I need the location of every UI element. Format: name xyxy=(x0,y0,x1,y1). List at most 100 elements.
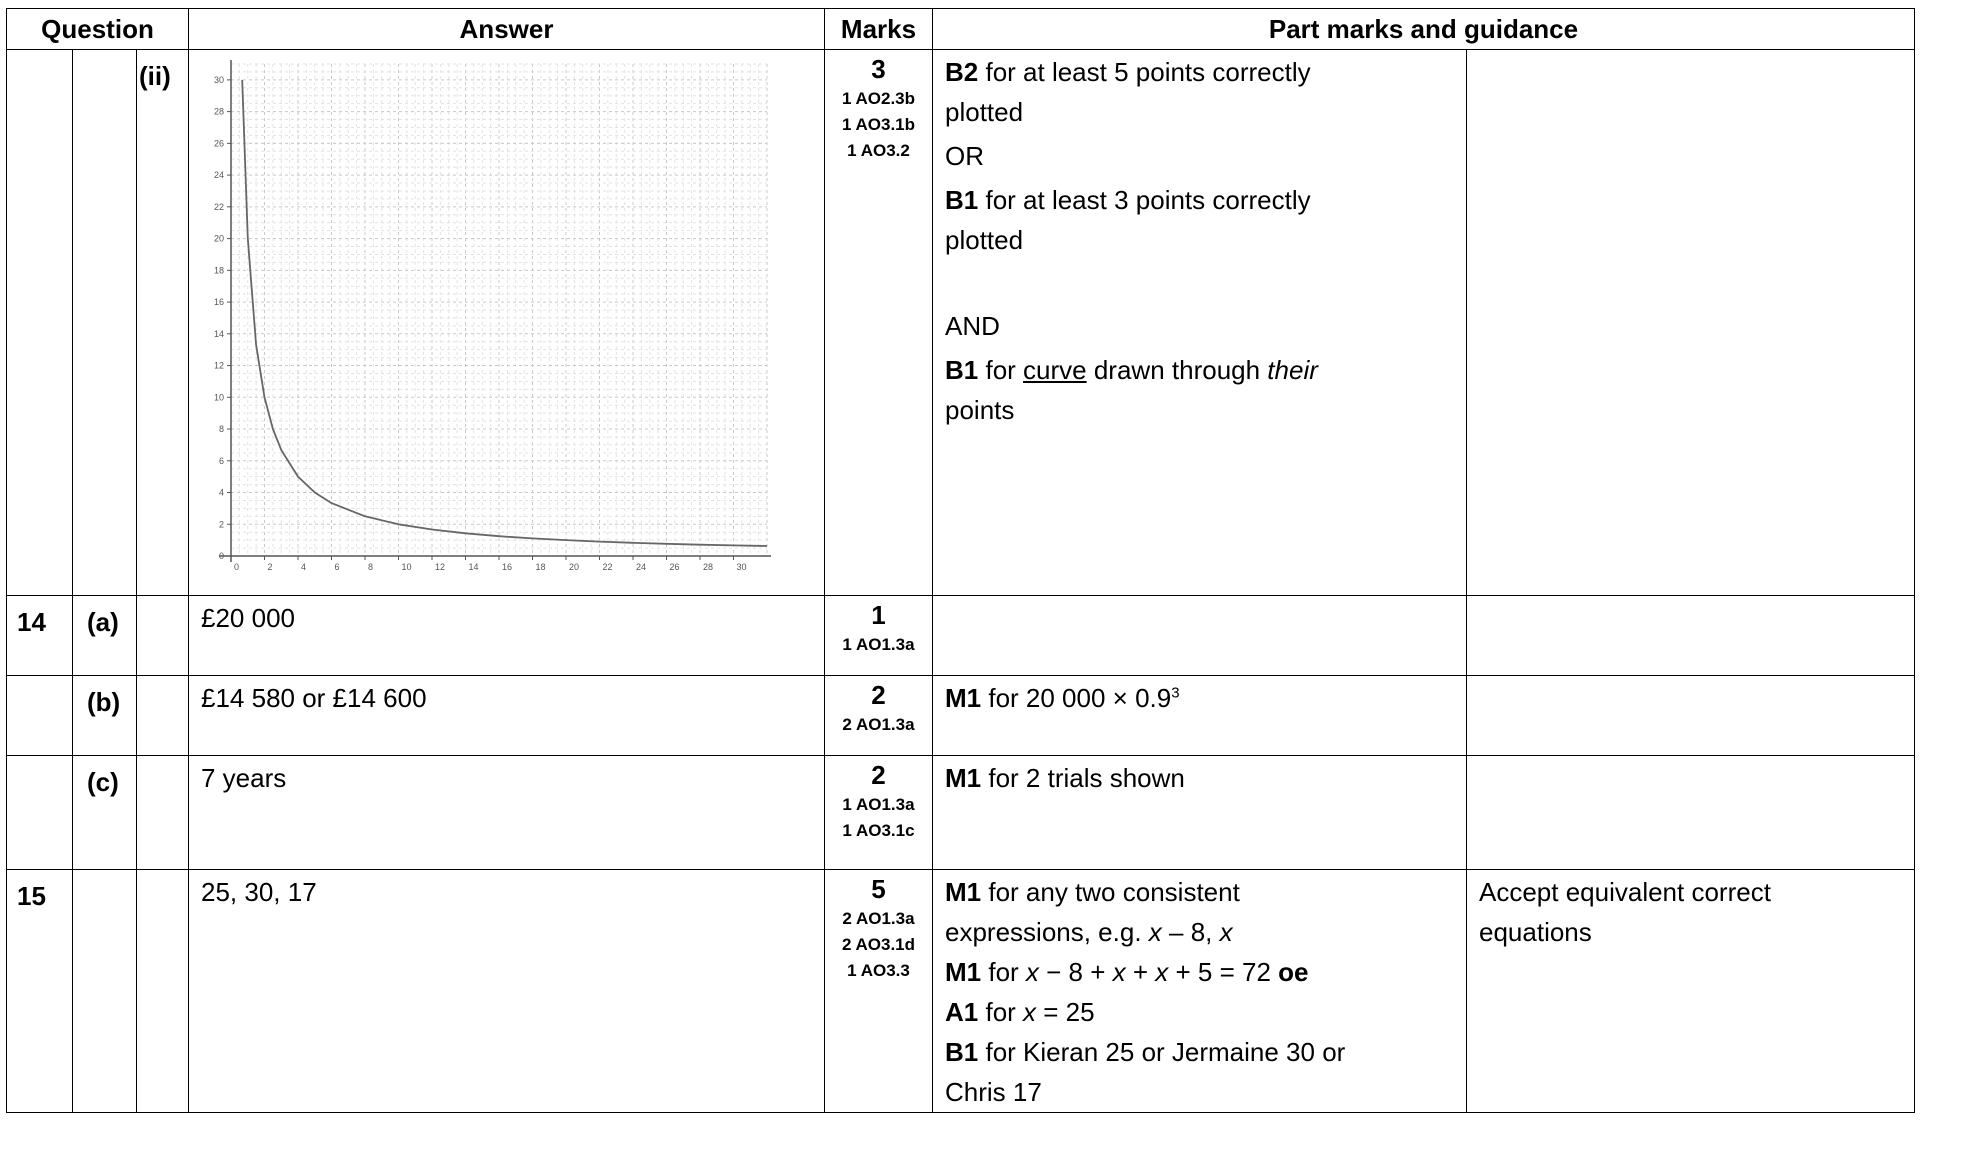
mark-scheme-table: Question Answer Marks Part marks and gui… xyxy=(6,8,1915,1113)
mark-code: M1 xyxy=(945,957,982,987)
y-tick-label: 12 xyxy=(214,361,224,371)
ao-code: 1 AO1.3a xyxy=(842,795,915,814)
guidance-text: expressions, e.g. xyxy=(945,917,1149,947)
answer-cell: £20 000 xyxy=(188,595,825,676)
variable: x xyxy=(1112,957,1126,987)
guidance-cell xyxy=(1466,49,1915,596)
header-row: Question Answer Marks Part marks and gui… xyxy=(6,8,1915,50)
guidance-text: + xyxy=(1125,957,1156,987)
guidance-text: for at least 3 points correctly xyxy=(978,185,1311,215)
y-tick-label: 14 xyxy=(214,329,224,339)
part-marks-cell: M1 for any two consistent expressions, e… xyxy=(932,869,1467,1113)
guidance-line: Accept equivalent correct xyxy=(1479,877,1771,907)
guidance-line: expressions, e.g. x – 8, x xyxy=(945,912,1456,952)
question-part: (a) xyxy=(72,595,137,676)
mark-code: M1 xyxy=(945,763,982,793)
x-tick-label: 2 xyxy=(268,562,273,572)
question-subpart xyxy=(136,869,189,1113)
y-tick-label: 24 xyxy=(214,170,224,180)
marks-value: 3 xyxy=(871,54,886,84)
marks-cell: 5 2 AO1.3a 2 AO3.1d 1 AO3.3 xyxy=(824,869,933,1113)
marks-value: 2 xyxy=(871,680,886,710)
marks-value: 1 xyxy=(871,600,886,630)
question-subpart: (ii) xyxy=(136,49,189,596)
ao-code: 2 AO3.1d xyxy=(841,935,916,954)
table-row: (ii) 0 2 4 6 8 10 12 14 16 18 20 22 24 26 28 30 0 2 4 6 8 10 1… xyxy=(6,49,1915,596)
question-number xyxy=(6,49,73,596)
guidance-text: for at least 5 points correctly xyxy=(978,57,1311,87)
x-tick-label: 6 xyxy=(335,562,340,572)
x-tick-label: 4 xyxy=(301,562,306,572)
x-tick-label: 30 xyxy=(737,562,747,572)
guidance-text: curve xyxy=(1023,355,1087,385)
guidance-text: for xyxy=(978,997,1024,1027)
mark-code: B2 xyxy=(945,57,979,87)
question-number xyxy=(6,755,73,870)
question-part xyxy=(72,869,137,1113)
ao-code: 1 AO3.1c xyxy=(842,821,915,840)
guidance-line: plotted xyxy=(945,225,1024,255)
guidance-line: M1 for x − 8 + x + x + 5 = 72 oe xyxy=(945,952,1456,992)
guidance-line: AND xyxy=(945,311,1000,341)
mark-code: M1 xyxy=(945,683,982,713)
ao-code: 2 AO1.3a xyxy=(842,909,915,928)
y-tick-label: 2 xyxy=(219,519,224,529)
guidance-text: = 25 xyxy=(1036,997,1095,1027)
guidance-text: for xyxy=(981,957,1026,987)
question-subpart xyxy=(136,675,189,756)
guidance-cell xyxy=(1466,595,1915,676)
answer-graph: 0 2 4 6 8 10 12 14 16 18 20 22 24 26 28 300246810121416… xyxy=(214,60,771,572)
part-marks-cell xyxy=(932,595,1467,676)
mark-code: B1 xyxy=(945,355,979,385)
question-subpart xyxy=(136,755,189,870)
variable: x xyxy=(1025,957,1039,987)
question-part: (b) xyxy=(72,675,137,756)
table-row: (c) 7 years 2 1 AO1.3a 1 AO3.1c M1 for 2… xyxy=(6,755,1915,870)
y-tick-label: 0 xyxy=(219,551,224,561)
y-tick-label: 28 xyxy=(214,107,224,117)
guidance-text: − 8 + xyxy=(1038,957,1113,987)
curve-line xyxy=(241,79,768,547)
guidance-cell xyxy=(1466,755,1915,870)
guidance-line: B1 for curve drawn through their xyxy=(945,350,1456,390)
guidance-line: Chris 17 xyxy=(945,1077,1042,1107)
y-tick-label: 8 xyxy=(219,424,224,434)
guidance-text: drawn through xyxy=(1086,355,1268,385)
table-row: (b) £14 580 or £14 600 2 2 AO1.3a M1 for… xyxy=(6,675,1915,756)
guidance-text: + 5 = 72 xyxy=(1168,957,1279,987)
x-tick-label: 8 xyxy=(368,562,373,572)
part-marks-cell: B2 for at least 5 points correctly plott… xyxy=(932,49,1467,596)
header-answer: Answer xyxy=(188,8,825,50)
header-marks: Marks xyxy=(824,8,933,50)
guidance-text: – 8, xyxy=(1161,917,1220,947)
exponent: 3 xyxy=(1171,684,1180,702)
part-marks-cell: M1 for 2 trials shown xyxy=(932,755,1467,870)
y-tick-label: 10 xyxy=(214,392,224,402)
guidance-cell xyxy=(1466,675,1915,756)
spacer xyxy=(945,260,1456,306)
y-tick-label: 20 xyxy=(214,234,224,244)
answer-cell: £14 580 or £14 600 xyxy=(188,675,825,756)
guidance-line: B1 for at least 3 points correctly xyxy=(945,180,1456,220)
y-tick-label: 18 xyxy=(214,265,224,275)
variable: x xyxy=(1219,917,1233,947)
guidance-line: equations xyxy=(1479,917,1592,947)
y-tick-label: 30 xyxy=(214,75,224,85)
marks-cell: 1 1 AO1.3a xyxy=(824,595,933,676)
question-subpart xyxy=(136,595,189,676)
guidance-line: B2 for at least 5 points correctly xyxy=(945,52,1456,92)
guidance-line: M1 for any two consistent xyxy=(945,872,1456,912)
guidance-text: for 20 000 × 0.9 xyxy=(981,683,1172,713)
y-tick-label: 4 xyxy=(219,488,224,498)
ao-code: 1 AO3.1b xyxy=(841,115,916,134)
guidance-line: OR xyxy=(945,141,984,171)
answer-cell: 0 2 4 6 8 10 12 14 16 18 20 22 24 26 28 30 0 2 4 6 8 10 12 14 16… xyxy=(188,49,825,596)
x-tick-label: 10 xyxy=(402,562,412,572)
x-tick-label: 14 xyxy=(469,562,479,572)
x-tick-label: 12 xyxy=(435,562,445,572)
marks-cell: 3 1 AO2.3b 1 AO3.1b 1 AO3.2 xyxy=(824,49,933,596)
x-tick-label: 24 xyxy=(636,562,646,572)
marks-cell: 2 2 AO1.3a xyxy=(824,675,933,756)
guidance-text: for xyxy=(978,355,1024,385)
